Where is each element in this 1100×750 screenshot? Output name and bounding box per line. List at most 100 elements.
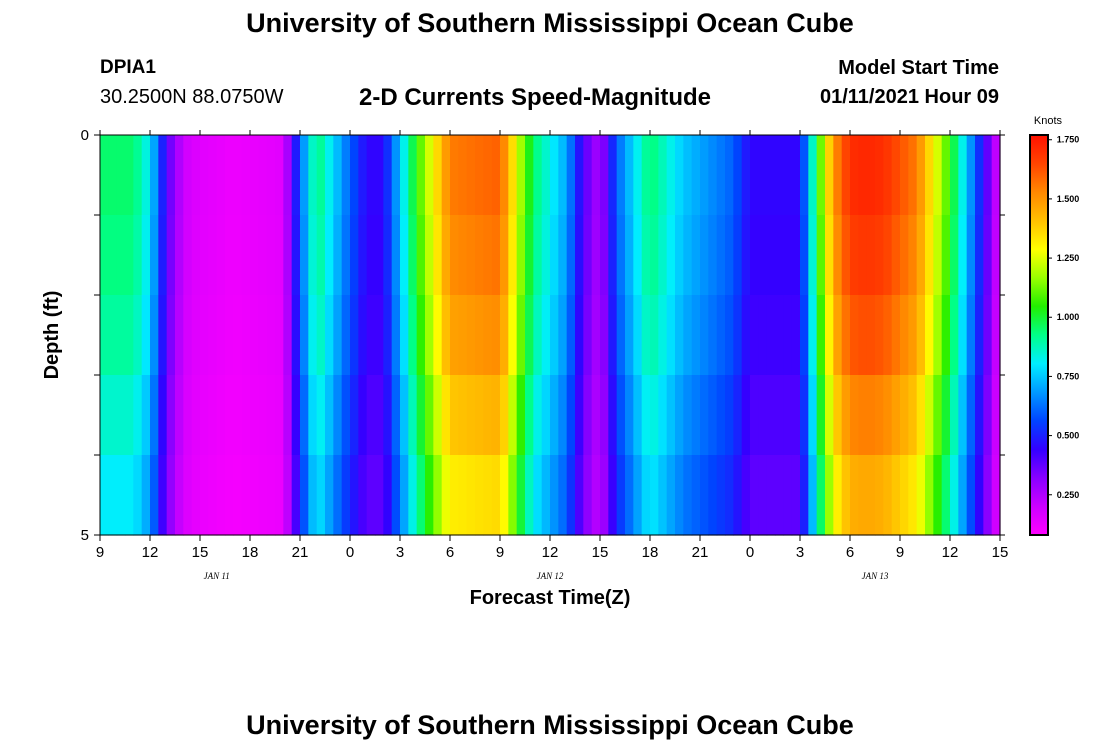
heatmap-cell	[491, 375, 501, 456]
heatmap-cell	[450, 295, 459, 376]
heatmap-cell	[650, 295, 659, 376]
heatmap-cell	[833, 135, 843, 216]
heatmap-cell	[333, 375, 343, 456]
heatmap-cell	[975, 455, 984, 536]
x-tick-label: 15	[192, 544, 209, 561]
heatmap-cell	[508, 375, 518, 456]
heatmap-cell	[991, 135, 1001, 216]
heatmap-cell	[100, 455, 109, 536]
heatmap-cell	[741, 455, 751, 536]
heatmap-cell	[933, 295, 943, 376]
heatmap-cell	[375, 455, 384, 536]
heatmap-cell	[500, 135, 509, 216]
heatmap-cell	[350, 375, 359, 456]
heatmap-cell	[850, 215, 859, 296]
heatmap-cell	[316, 135, 326, 216]
heatmap-cell	[425, 135, 434, 216]
heatmap-cell	[750, 375, 759, 456]
heatmap-cell	[358, 375, 368, 456]
heatmap-cell	[641, 455, 651, 536]
heatmap-cell	[300, 135, 309, 216]
heatmap-cell	[691, 375, 701, 456]
heatmap-cell	[225, 455, 234, 536]
heatmap-cell	[900, 295, 909, 376]
heatmap-cell	[291, 375, 301, 456]
heatmap-cell	[266, 455, 276, 536]
heatmap-cell	[166, 295, 176, 376]
heatmap-cell	[558, 455, 568, 536]
heatmap-cell	[991, 295, 1001, 376]
x-tick-label: 3	[796, 544, 804, 561]
heatmap-cell	[816, 455, 826, 536]
heatmap-cell	[966, 135, 976, 216]
heatmap-cell	[400, 455, 409, 536]
heatmap-cell	[658, 295, 668, 376]
heatmap-cell	[291, 135, 301, 216]
heatmap-cell	[566, 135, 576, 216]
heatmap-cell	[200, 375, 209, 456]
heatmap-cell	[166, 455, 176, 536]
heatmap-cell	[533, 455, 543, 536]
heatmap-cell	[366, 375, 376, 456]
heatmap-cell	[191, 295, 201, 376]
heatmap-cell	[891, 215, 901, 296]
heatmap-cell	[475, 375, 484, 456]
heatmap-cell	[325, 135, 334, 216]
heatmap-cell	[216, 375, 226, 456]
heatmap-cell	[125, 215, 134, 296]
heatmap-cell	[575, 295, 584, 376]
heatmap-cell	[658, 215, 668, 296]
heatmap-cell	[450, 135, 459, 216]
heatmap-cell	[783, 215, 793, 296]
heatmap-cell	[516, 215, 526, 296]
heatmap-cell	[216, 295, 226, 376]
heatmap-cell	[691, 215, 701, 296]
heatmap-cell	[458, 215, 468, 296]
heatmap-cell	[141, 375, 151, 456]
heatmap-cell	[716, 455, 726, 536]
heatmap-cell	[133, 135, 143, 216]
heatmap-cell	[716, 215, 726, 296]
page-title: University of Southern Mississippi Ocean…	[246, 8, 854, 38]
heatmap-cell	[166, 375, 176, 456]
heatmap-cell	[491, 295, 501, 376]
heatmap-cell	[966, 455, 976, 536]
heatmap-cell	[583, 215, 593, 296]
heatmap-cell	[450, 375, 459, 456]
heatmap-cell	[366, 135, 376, 216]
heatmap-cell	[308, 135, 318, 216]
heatmap-cell	[583, 295, 593, 376]
heatmap-cell	[133, 215, 143, 296]
heatmap-cell	[691, 135, 701, 216]
heatmap-cell	[858, 215, 868, 296]
heatmap-cell	[108, 135, 118, 216]
heatmap-cell	[608, 455, 618, 536]
heatmap-cell	[425, 375, 434, 456]
heatmap-cell	[808, 215, 818, 296]
heatmap-cell	[791, 375, 801, 456]
heatmap-cell	[608, 375, 618, 456]
heatmap-cell	[733, 455, 743, 536]
heatmap-cell	[933, 215, 943, 296]
heatmap-cell	[816, 135, 826, 216]
heatmap-cell	[416, 295, 426, 376]
heatmap-cell	[600, 455, 609, 536]
heatmap-cell	[958, 135, 968, 216]
heatmap-cell	[550, 375, 559, 456]
heatmap-cell	[600, 295, 609, 376]
heatmap-cell	[808, 455, 818, 536]
heatmap-cell	[900, 455, 909, 536]
heatmap-cell	[641, 135, 651, 216]
heatmap-cell	[225, 215, 234, 296]
heatmap-cell	[725, 295, 734, 376]
heatmap-cell	[291, 455, 301, 536]
heatmap-cell	[608, 295, 618, 376]
heatmap-cell	[891, 455, 901, 536]
heatmap-cell	[566, 375, 576, 456]
heatmap-cell	[441, 455, 451, 536]
heatmap-cell	[341, 215, 351, 296]
heatmap-cell	[733, 215, 743, 296]
heatmap-cell	[533, 295, 543, 376]
heatmap-cell	[416, 455, 426, 536]
heatmap-cell	[341, 295, 351, 376]
